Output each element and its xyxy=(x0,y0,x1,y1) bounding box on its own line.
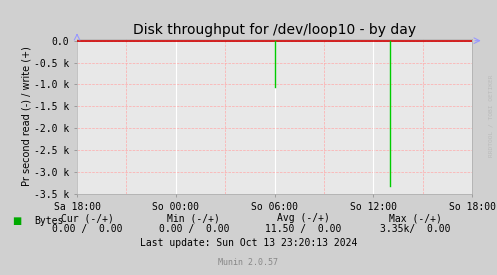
Text: 11.50 /  0.00: 11.50 / 0.00 xyxy=(265,224,341,234)
Text: Cur (-/+): Cur (-/+) xyxy=(61,213,113,223)
Text: 3.35k/  0.00: 3.35k/ 0.00 xyxy=(380,224,450,234)
Text: ■: ■ xyxy=(12,216,22,226)
Text: Avg (-/+): Avg (-/+) xyxy=(277,213,330,223)
Text: Min (-/+): Min (-/+) xyxy=(167,213,220,223)
Text: 0.00 /  0.00: 0.00 / 0.00 xyxy=(52,224,122,234)
Y-axis label: Pr second read (-) / write (+): Pr second read (-) / write (+) xyxy=(21,46,31,186)
Text: Munin 2.0.57: Munin 2.0.57 xyxy=(219,258,278,266)
Title: Disk throughput for /dev/loop10 - by day: Disk throughput for /dev/loop10 - by day xyxy=(133,23,416,37)
Text: Max (-/+): Max (-/+) xyxy=(389,213,441,223)
Text: Last update: Sun Oct 13 23:20:13 2024: Last update: Sun Oct 13 23:20:13 2024 xyxy=(140,238,357,248)
Text: 0.00 /  0.00: 0.00 / 0.00 xyxy=(159,224,229,234)
Text: Bytes: Bytes xyxy=(34,216,63,226)
Text: RRDTOOL / TOBI OETIKER: RRDTOOL / TOBI OETIKER xyxy=(489,74,494,157)
